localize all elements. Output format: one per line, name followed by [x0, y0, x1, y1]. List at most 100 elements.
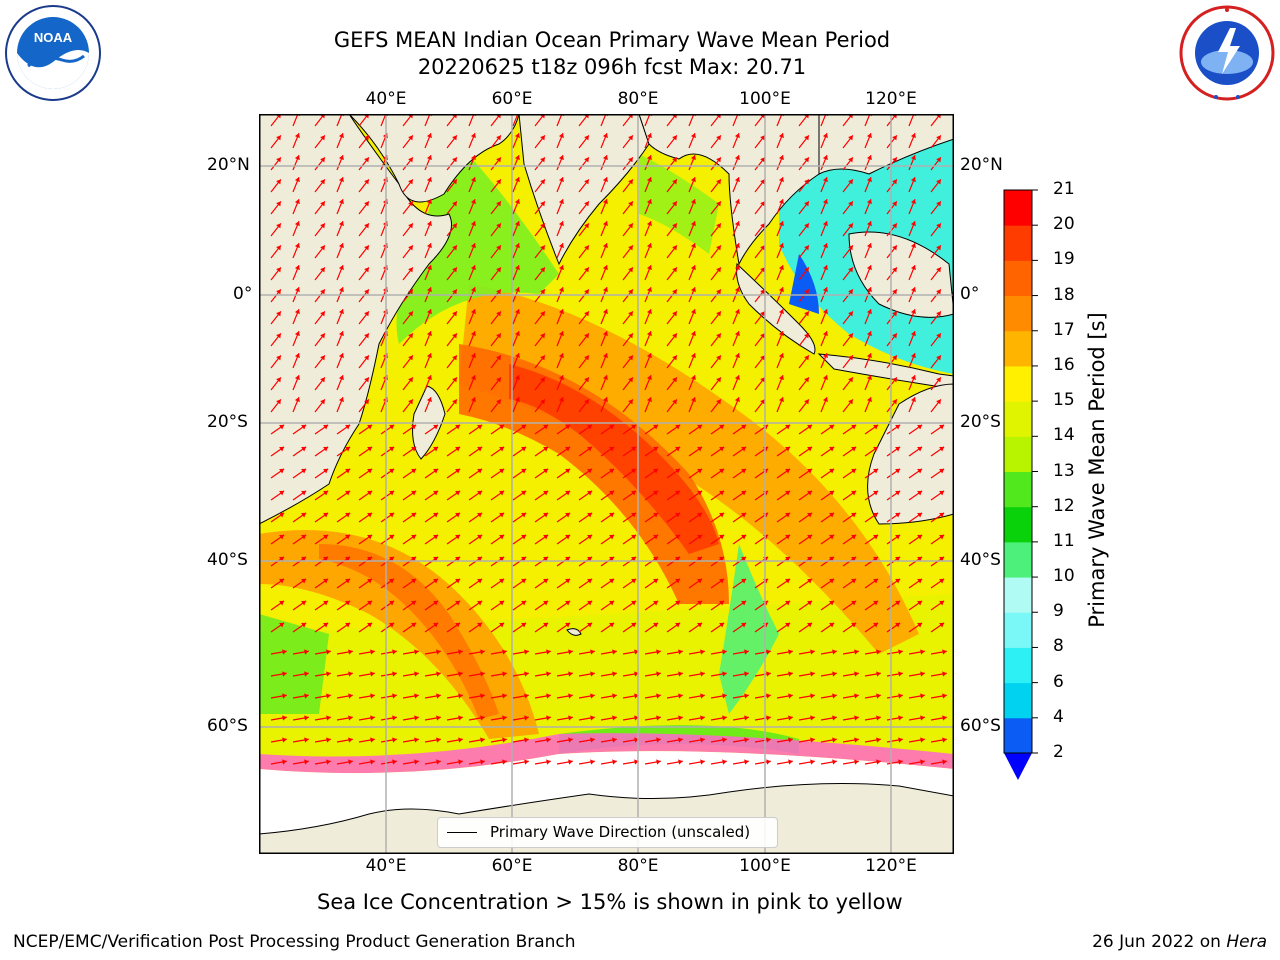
wave-direction-arrowhead [760, 267, 765, 273]
wave-direction-arrowhead [279, 556, 285, 562]
wave-direction-arrowhead [760, 311, 765, 317]
wave-direction-arrowhead [294, 397, 300, 403]
wave-direction-arrowhead [788, 715, 793, 721]
wave-direction-arrowhead [433, 490, 439, 496]
wave-direction-arrowhead [389, 468, 395, 474]
wave-direction-arrowhead [477, 490, 483, 496]
wave-direction-arrowhead [502, 715, 507, 721]
wave-direction-arrowhead [936, 179, 941, 185]
wave-direction-arrowhead [653, 424, 659, 430]
wave-direction-arrowhead [892, 245, 897, 251]
wave-direction-arrowhead [609, 600, 615, 606]
colorbar-segment [1004, 401, 1032, 437]
wave-direction-arrowhead [452, 333, 457, 339]
wave-direction-arrowhead [942, 649, 947, 655]
wave-direction-arrowhead [338, 287, 344, 293]
wave-direction-arrowhead [590, 715, 595, 721]
wave-direction-arrowhead [458, 693, 463, 699]
wave-direction-arrowhead [609, 490, 615, 496]
wave-direction-arrowhead [294, 243, 300, 249]
wave-direction-arrowhead [455, 600, 461, 606]
wave-direction-arrow [424, 114, 431, 127]
wave-direction-arrowhead [832, 737, 837, 743]
wave-direction-arrowhead [810, 737, 815, 743]
wave-direction-arrowhead [455, 490, 461, 496]
wave-direction-arrowhead [807, 424, 813, 430]
wave-direction-arrowhead [540, 355, 545, 361]
wave-direction-arrowhead [452, 223, 457, 229]
wave-direction-arrowhead [411, 600, 417, 606]
wave-direction-arrowhead [917, 578, 923, 584]
colorbar-tick-label: 9 [1053, 601, 1064, 622]
wave-direction-arrowhead [848, 289, 853, 295]
wave-direction-arrowhead [634, 759, 639, 765]
wave-direction-arrowhead [829, 600, 835, 606]
wave-direction-arrowhead [866, 287, 872, 293]
wave-direction-arrowhead [320, 377, 325, 383]
wave-direction-arrowhead [744, 737, 749, 743]
wave-direction-arrowhead [282, 693, 287, 699]
wave-direction-arrowhead [609, 534, 615, 540]
wave-direction-arrowhead [279, 424, 285, 430]
wave-direction-arrowhead [370, 693, 375, 699]
wave-direction-arrowhead [565, 446, 571, 452]
wave-direction-arrowhead [323, 468, 329, 474]
wave-direction-arrowhead [866, 375, 872, 381]
wave-direction-arrowhead [697, 446, 703, 452]
wave-direction-arrowhead [822, 287, 828, 293]
lon-label-bottom: 60°E [491, 856, 533, 876]
wave-direction-arrowhead [276, 223, 281, 229]
wave-direction-arrowhead [612, 715, 617, 721]
wave-direction-arrowhead [279, 600, 285, 606]
wave-direction-arrowhead [832, 649, 837, 655]
wave-direction-arrowhead [822, 177, 828, 183]
wave-direction-arrowhead [426, 265, 432, 271]
lat-label-right: 60°S [960, 716, 1001, 736]
wave-direction-arrowhead [778, 309, 784, 315]
wave-direction-arrowhead [672, 355, 677, 361]
wave-direction-arrowhead [301, 556, 307, 562]
wave-direction-arrowhead [499, 490, 505, 496]
wave-direction-arrowhead [364, 157, 369, 163]
wave-direction-arrowhead [920, 671, 925, 677]
wave-direction-arrowhead [364, 289, 369, 295]
wave-direction-arrowhead [690, 331, 696, 337]
wave-direction-arrowhead [829, 490, 835, 496]
wave-direction-arrowhead [276, 289, 281, 295]
wave-direction-arrowhead [760, 399, 765, 405]
wave-direction-arrowhead [722, 649, 727, 655]
wave-direction-arrowhead [389, 424, 395, 430]
wave-direction-arrowhead [741, 578, 747, 584]
wave-direction-arrowhead [294, 177, 300, 183]
wave-direction-arrowhead [496, 179, 501, 185]
wave-direction-arrowhead [326, 759, 331, 765]
wave-direction-arrowhead [499, 578, 505, 584]
wave-direction-arrowhead [848, 135, 853, 141]
wave-direction-arrowhead [294, 221, 300, 227]
wave-direction-arrowhead [646, 353, 652, 359]
wave-direction-arrowhead [426, 221, 432, 227]
wave-direction-arrowhead [690, 177, 696, 183]
wave-direction-arrowhead [866, 199, 872, 205]
wave-direction-arrowhead [496, 377, 501, 383]
wave-direction-arrowhead [719, 468, 725, 474]
wave-direction-arrowhead [892, 289, 897, 295]
wave-direction-arrowhead [345, 446, 351, 452]
wave-direction-arrowhead [939, 556, 945, 562]
wave-direction-arrowhead [584, 289, 589, 295]
legend-label: Primary Wave Direction (unscaled) [490, 823, 751, 841]
wave-direction-arrowhead [697, 622, 703, 628]
wave-direction-arrowhead [455, 446, 461, 452]
wave-direction-arrowhead [854, 715, 859, 721]
wave-direction-arrowhead [848, 355, 853, 361]
lon-label-bottom: 100°E [739, 856, 791, 876]
wave-direction-arrowhead [367, 468, 373, 474]
wave-direction-arrowhead [320, 245, 325, 251]
colorbar-segment [1004, 612, 1032, 648]
wave-direction-arrowhead [338, 397, 344, 403]
colorbar-extend-triangle [1004, 753, 1032, 780]
wave-direction-arrowhead [719, 578, 725, 584]
wave-direction-arrowhead [697, 512, 703, 518]
wave-direction-arrowhead [279, 512, 285, 518]
wave-direction-arrowhead [294, 287, 300, 293]
